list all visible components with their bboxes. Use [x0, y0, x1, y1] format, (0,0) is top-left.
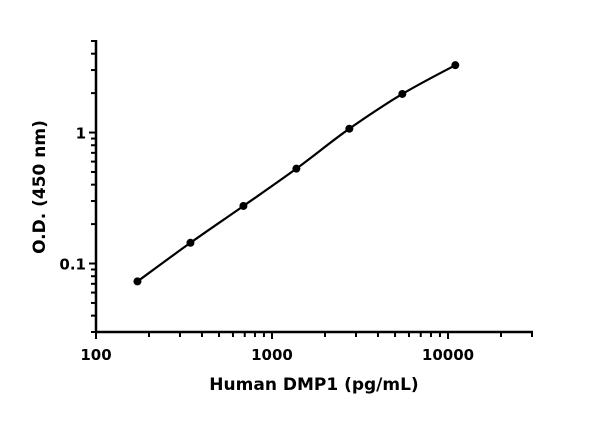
y-axis-title: O.D. (450 nm) — [30, 120, 50, 254]
data-point — [133, 277, 142, 286]
tick-labels: 100 1000 10000 0.1 1 — [59, 125, 474, 364]
x-tick-label: 100 — [80, 346, 111, 364]
plot-area — [133, 61, 460, 286]
axes — [89, 40, 533, 339]
data-point — [186, 238, 195, 247]
data-point — [345, 124, 354, 133]
data-point — [239, 201, 248, 210]
data-point — [398, 89, 407, 98]
x-axis-title: Human DMP1 (pg/mL) — [209, 375, 418, 395]
x-tick-label: 1000 — [251, 346, 293, 364]
data-point — [451, 61, 460, 70]
data-point — [292, 164, 301, 173]
x-tick-label: 10000 — [422, 346, 474, 364]
y-tick-label: 1 — [76, 125, 86, 143]
y-tick-label: 0.1 — [59, 256, 86, 274]
fit-curve — [136, 64, 456, 283]
